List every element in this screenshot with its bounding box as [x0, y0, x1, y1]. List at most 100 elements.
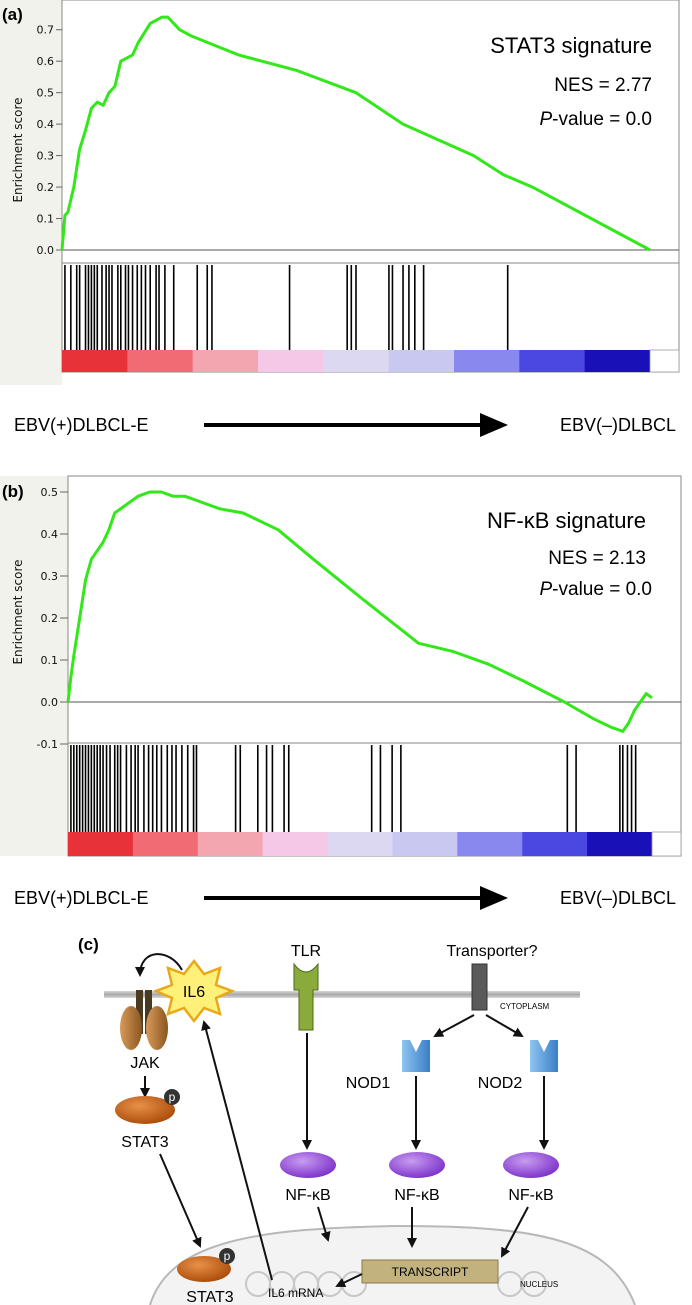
panel-b-pvalue: P-value = 0.0	[539, 579, 652, 600]
transporter-icon	[471, 963, 488, 1011]
y-tick-label: 0.7	[37, 24, 55, 37]
y-tick-label: -0.1	[37, 738, 58, 751]
nucleus-pores	[245, 1271, 547, 1297]
stat3-bottom-label: STAT3	[186, 1289, 234, 1305]
nod2-label: NOD2	[478, 1075, 523, 1092]
panel-b-y-ticks: -0.1 0.0 0.1 0.2 0.3 0.4 0.5	[37, 486, 68, 751]
phospho-top-label: p	[169, 1090, 176, 1104]
rank-gradient-segment	[62, 350, 128, 372]
arrow-transporter-to-nod2	[485, 1014, 524, 1038]
panel-b-ranked-gradient	[68, 831, 682, 857]
arrow-mrna-to-il6	[201, 1020, 273, 1281]
enrichment-score-series	[66, 490, 653, 733]
arrow-a-left-label: EBV(+)DLBCL-E	[14, 415, 149, 435]
nucleus-label: NUCLEUS	[520, 1280, 558, 1289]
panel-c: (c) CYTOPLASM NUCLEUS TRANSCRIPT IL6 JAK	[78, 935, 636, 1305]
y-tick-label: 0.3	[37, 150, 55, 163]
arrow-stat3-to-nucleus	[159, 1153, 202, 1248]
nfkb-2-label: NF-κB	[394, 1187, 439, 1204]
nod2-icon	[530, 1040, 558, 1072]
panel-a-pvalue-rest: -value = 0.0	[552, 109, 652, 130]
il6-label: IL6	[183, 984, 205, 1001]
phospho-top-icon	[164, 1089, 180, 1105]
phospho-bottom-label: p	[224, 1249, 231, 1263]
arrow-nfkb3-to-transcript	[501, 1206, 529, 1258]
transporter-label: Transporter?	[447, 943, 538, 960]
tlr-label: TLR	[291, 943, 321, 960]
rank-gradient-segment	[587, 832, 653, 856]
y-tick-label: 0.0	[41, 696, 59, 709]
y-tick-label: 0.3	[41, 570, 59, 583]
rank-gradient-segment	[522, 832, 588, 856]
rank-gradient-segment	[197, 832, 264, 856]
arrow-transporter-to-nod1	[433, 1014, 475, 1037]
jak-right-icon	[146, 1006, 168, 1050]
receptor-chain-right	[145, 990, 152, 1034]
panel-a-title: STAT3 signature	[490, 33, 652, 58]
panel-b-title: NF-κB signature	[487, 508, 646, 533]
panel-a-y-axis-label: Enrichment score	[11, 97, 25, 202]
jak-label: JAK	[130, 1055, 160, 1072]
y-tick-label: 0.6	[37, 55, 55, 68]
nfkb-1-icon	[280, 1152, 336, 1178]
y-tick-label: 0.4	[37, 118, 55, 131]
rank-gradient-segment	[258, 350, 324, 372]
panel-b-gridlines	[68, 701, 681, 744]
panel-a-ranked-gradient	[62, 349, 680, 373]
nfkb-3-label: NF-κB	[508, 1187, 553, 1204]
stat3-bottom-icon	[177, 1256, 231, 1282]
stat3-top-label: STAT3	[121, 1134, 169, 1151]
rank-gradient-segment	[262, 832, 329, 856]
rank-gradient-segment	[454, 350, 520, 372]
panel-b-enrichment-line	[66, 490, 653, 733]
rank-gradient-segment	[327, 832, 393, 856]
rank-gradient-end	[651, 831, 682, 857]
tlr-receptor-icon	[293, 962, 319, 1031]
nfkb-1-label: NF-κB	[285, 1187, 330, 1204]
transcript-box	[361, 1259, 499, 1284]
nod1-icon	[402, 1040, 430, 1072]
arrow-row-b: EBV(+)DLBCL-E EBV(–)DLBCL	[14, 886, 676, 910]
rank-gradient-segment	[457, 832, 523, 856]
il6-feedback-arrow	[135, 953, 183, 977]
panel-c-label: (c)	[78, 935, 99, 954]
cytoplasm-label: CYTOPLASM	[500, 1002, 550, 1011]
panel-b: (b) Enrichment score -0.1 0.0 0.1 0.2 0.3 0.4…	[0, 475, 682, 857]
y-tick-label: 0.1	[41, 654, 59, 667]
y-tick-label: 0.2	[41, 612, 59, 625]
receptor-chain-left	[136, 990, 143, 1034]
panel-a-hit-markers	[64, 265, 509, 350]
nfkb-3-icon	[503, 1152, 559, 1178]
arrow-a-head	[480, 413, 508, 437]
y-tick-label: 0.5	[41, 486, 59, 499]
nod1-label: NOD1	[346, 1075, 391, 1092]
rank-gradient-segment	[68, 832, 134, 856]
rank-gradient-segment	[392, 832, 458, 856]
panel-b-plot-frame	[67, 475, 682, 857]
arrow-b-left-label: EBV(+)DLBCL-E	[14, 888, 149, 908]
panel-b-label: (b)	[2, 482, 24, 501]
il6-mrna-label: IL6 mRNA	[268, 1286, 323, 1300]
rank-gradient-segment	[519, 350, 586, 372]
panel-b-y-axis-label: Enrichment score	[11, 559, 25, 664]
rank-gradient-segment	[323, 350, 390, 372]
panel-b-hit-markers	[70, 745, 637, 832]
arrow-b-right-label: EBV(–)DLBCL	[560, 888, 676, 908]
arrow-row-a: EBV(+)DLBCL-E EBV(–)DLBCL	[14, 413, 676, 437]
il6-star-icon	[152, 958, 236, 1024]
panel-a-y-ticks: 0.0 0.1 0.2 0.3 0.4 0.5 0.6 0.7	[37, 24, 62, 257]
rank-gradient-segment	[192, 350, 259, 372]
y-tick-label: 0.0	[37, 244, 55, 257]
arrow-nfkb1-to-transcript	[317, 1206, 331, 1242]
panel-b-pvalue-italic: P	[539, 579, 552, 600]
rank-gradient-segment	[132, 832, 199, 856]
y-tick-label: 0.4	[41, 528, 59, 541]
rank-gradient-segment	[584, 350, 651, 372]
arrow-b-head	[480, 886, 508, 910]
arrow-transcript-to-mrna	[335, 1273, 363, 1288]
panel-a-axis-background	[0, 0, 62, 385]
panel-a-enrichment-line	[60, 15, 651, 252]
arrow-a-right-label: EBV(–)DLBCL	[560, 415, 676, 435]
panel-a-pvalue-italic: P	[539, 109, 552, 130]
